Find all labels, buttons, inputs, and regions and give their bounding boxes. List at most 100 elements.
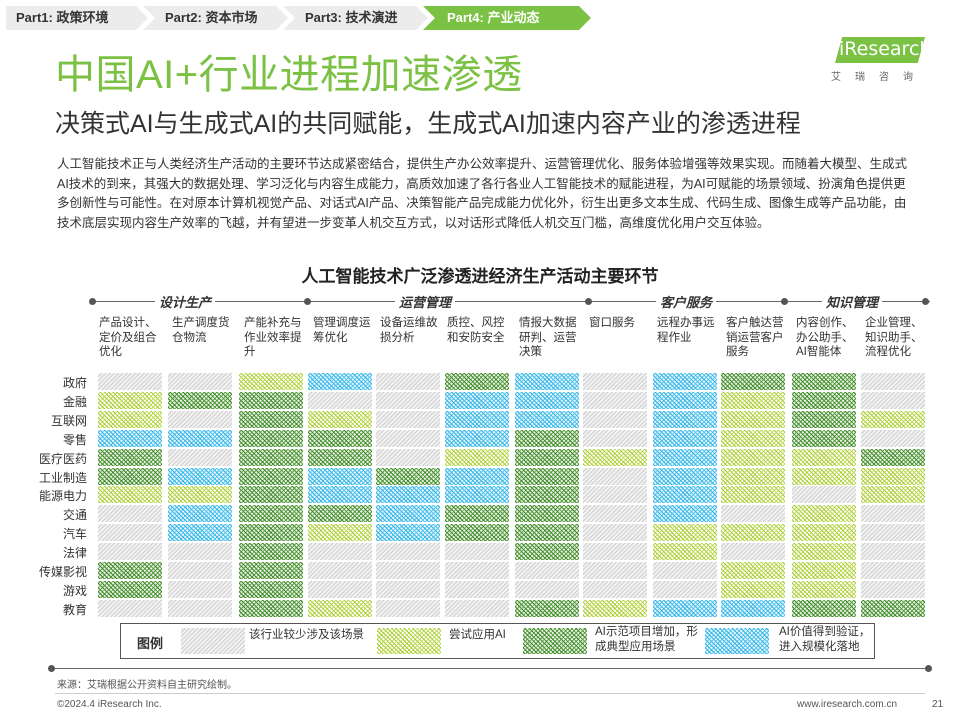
matrix-cell [792,543,856,561]
website-link[interactable]: www.iresearch.com.cn [797,699,898,710]
matrix-cell [515,580,579,598]
matrix-cell [308,448,372,466]
matrix-cell [861,410,925,428]
matrix-cell [308,373,372,390]
matrix-cell [515,599,579,617]
matrix-cell [308,391,372,409]
matrix-cell [861,391,925,409]
tab-part1[interactable]: Part1: 政策环境 [6,6,148,30]
matrix-cell [308,543,372,561]
matrix-cell [376,562,440,579]
matrix-cell [515,429,579,447]
legend-title: 图例 [137,636,164,651]
matrix-cell [376,373,440,390]
matrix-cell [445,391,509,409]
column-header: 内容创作、办公助手、AI智能体 [796,317,854,358]
column-header: 企业管理、知识助手、流程优化 [865,317,923,358]
matrix-cell [653,543,717,561]
logo-banner [835,37,925,63]
matrix-cell [792,599,856,617]
matrix-cell [376,410,440,428]
matrix-cell [98,448,162,466]
row-header: 交通 [62,508,87,523]
matrix-cell [861,543,925,561]
matrix-cell [98,580,162,598]
matrix-cell [583,486,647,504]
legend-swatch-scale [705,628,769,654]
table-title: 人工智能技术广泛渗透进经济生产活动主要环节 [301,267,659,286]
source-note: 来源：艾瑞根据公开资料自主研究绘制。 [57,680,237,691]
matrix-cell [792,486,856,504]
matrix-cell [308,505,372,523]
tab-part3-label: Part3: 技术演进 [305,10,398,25]
matrix-cell [721,580,785,598]
matrix-cell [376,580,440,598]
body-paragraph: 人工智能技术正与人类经济生产活动的主要环节达成紧密结合，提供生产办公效率提升、运… [57,157,908,230]
tab-part2[interactable]: Part2: 资本市场 [143,6,288,30]
page-subtitle: 决策式AI与生成式AI的共同赋能，生成式AI加速内容产业的渗透进程 [55,110,801,138]
matrix-cell [792,391,856,409]
matrix-cell [445,580,509,598]
column-header: 设备运维故损分析 [380,317,438,344]
matrix-cell [376,429,440,447]
matrix-cell [445,467,509,485]
matrix-cell [168,448,232,466]
matrix-cell [515,391,579,409]
column-header: 生产调度货仓物流 [172,317,230,344]
matrix-cell [583,543,647,561]
matrix-cell [653,599,717,617]
matrix-cell [168,562,232,579]
legend: 图例 该行业较少涉及该场景 尝试应用AI AI示范项目增加，形成典型应用场景 A… [120,623,875,659]
group-label-operations: 运营管理 [395,292,456,311]
matrix-cell [583,562,647,579]
row-header: 金融 [62,394,87,409]
matrix-cell [721,599,785,617]
legend-label-rare: 该行业较少涉及该场景 [249,629,364,641]
divider-dot [925,665,932,672]
matrix-cell [376,486,440,504]
matrix-cell [792,429,856,447]
matrix-cell [168,373,232,390]
matrix-cell [98,467,162,485]
row-header: 零售 [62,432,87,447]
matrix-cell [168,410,232,428]
tab-part3[interactable]: Part3: 技术演进 [283,6,428,30]
matrix-cell [515,410,579,428]
legend-swatch-demo [523,628,587,654]
legend-label-demo: AI示范项目增加，形成典型应用场景 [595,626,698,653]
matrix-cell [376,524,440,542]
matrix-cell [239,448,303,466]
column-header: 情报大数据研判、运营决策 [519,317,577,358]
matrix-cell [583,599,647,617]
column-header: 管理调度运筹优化 [313,317,371,344]
matrix-cell [168,524,232,542]
matrix-cell [376,505,440,523]
divider-dot [48,665,55,672]
row-header: 医疗医药 [38,451,87,466]
matrix-cell [98,373,162,390]
legend-label-scale: AI价值得到验证，进入规模化落地 [779,626,871,653]
matrix-cell [98,486,162,504]
matrix-cell [168,505,232,523]
matrix-cell [515,524,579,542]
matrix-cell [168,580,232,598]
matrix-cell [445,448,509,466]
matrix-cell [653,391,717,409]
matrix-cell [98,505,162,523]
group-divider-dot [781,298,788,305]
matrix-cell [515,505,579,523]
matrix-cell [653,524,717,542]
matrix-cell [583,391,647,409]
matrix-cell [168,543,232,561]
matrix-cell [308,524,372,542]
matrix-cell [721,505,785,523]
group-divider-dot [585,298,592,305]
matrix-cell [168,429,232,447]
row-header: 能源电力 [38,489,87,504]
tab-part4[interactable]: Part4: 产业动态 [423,6,591,30]
matrix-cell [308,410,372,428]
matrix-cell [98,410,162,428]
matrix-cell [583,580,647,598]
row-header: 汽车 [62,527,87,542]
row-header: 游戏 [62,583,87,598]
